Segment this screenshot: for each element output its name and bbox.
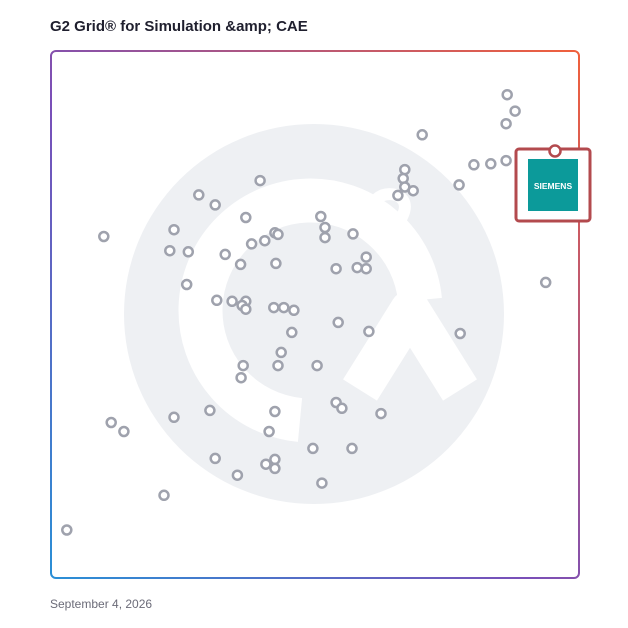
scatter-point-31[interactable] (360, 251, 372, 263)
scatter-point-40[interactable] (226, 295, 238, 308)
scatter-point-35[interactable] (351, 261, 363, 274)
scatter-point-73[interactable] (158, 489, 170, 502)
scatter-point-50[interactable] (454, 327, 466, 340)
scatter-point-25[interactable] (272, 228, 284, 241)
scatter-point-8[interactable] (399, 163, 411, 176)
scatter-point-55[interactable] (235, 371, 247, 384)
scatter-point-67[interactable] (209, 452, 221, 465)
scatter-point-62[interactable] (105, 416, 117, 429)
scatter-point-43[interactable] (240, 303, 252, 315)
scatter-point-16[interactable] (209, 199, 221, 211)
scatter-point-2[interactable] (509, 105, 521, 117)
scatter-point-54[interactable] (311, 359, 323, 372)
scatter-point-6[interactable] (485, 158, 497, 170)
scatter-point-1[interactable] (501, 88, 513, 101)
scatter-point-49[interactable] (363, 325, 375, 338)
scatter-point-14[interactable] (254, 174, 266, 187)
scatter-point-33[interactable] (270, 257, 282, 270)
scatter-point-19[interactable] (319, 221, 331, 234)
data-points (61, 88, 552, 536)
scatter-point-11[interactable] (407, 184, 419, 197)
scatter-point-18[interactable] (315, 210, 327, 223)
scatter-point-61[interactable] (168, 411, 180, 424)
scatter-point-47[interactable] (332, 316, 344, 329)
scatter-point-63[interactable] (118, 425, 130, 438)
scatter-point-66[interactable] (346, 442, 358, 455)
scatter-point-64[interactable] (263, 425, 275, 438)
scatter-point-28[interactable] (164, 244, 176, 257)
scatter-point-45[interactable] (278, 301, 290, 314)
scatter-point-44[interactable] (268, 301, 280, 314)
scatter-point-15[interactable] (193, 189, 205, 201)
scatter-point-38[interactable] (539, 276, 552, 289)
scatter-point-51[interactable] (275, 346, 287, 359)
highlight-point[interactable] (548, 144, 562, 158)
scatter-point-53[interactable] (272, 359, 284, 372)
scatter-point-70[interactable] (269, 462, 281, 475)
scatter-point-27[interactable] (245, 238, 258, 250)
scatter-point-71[interactable] (231, 469, 244, 481)
scatter-point-21[interactable] (347, 228, 359, 240)
scatter-point-17[interactable] (240, 211, 252, 224)
scatter-point-60[interactable] (375, 407, 387, 420)
scatter-point-23[interactable] (98, 230, 110, 243)
scatter-point-46[interactable] (288, 304, 300, 317)
highlighted-vendor[interactable]: SIEMENS (514, 144, 592, 223)
scatter-point-4[interactable] (416, 129, 428, 141)
scatter-point-20[interactable] (319, 231, 331, 244)
page-title: G2 Grid® for Simulation &amp; CAE (50, 18, 308, 35)
report-date: September 4, 2026 (50, 597, 153, 611)
scatter-point-7[interactable] (468, 159, 480, 171)
scatter-point-34[interactable] (330, 262, 342, 275)
scatter-point-22[interactable] (168, 223, 180, 236)
highlight-label: SIEMENS (534, 181, 573, 191)
siemens-logo (528, 159, 578, 211)
scatter-point-59[interactable] (269, 405, 281, 418)
scatter-point-58[interactable] (204, 404, 216, 417)
scatter-point-5[interactable] (500, 154, 512, 167)
scatter-point-65[interactable] (307, 442, 319, 455)
scatter-point-3[interactable] (500, 117, 512, 130)
scatter-point-74[interactable] (61, 524, 73, 536)
scatter-point-26[interactable] (259, 234, 271, 247)
scatter-point-57[interactable] (336, 402, 348, 415)
scatter-point-13[interactable] (392, 189, 404, 202)
scatter-point-30[interactable] (219, 248, 231, 261)
scatter-point-69[interactable] (260, 458, 272, 470)
scatter-point-36[interactable] (360, 262, 372, 275)
scatter-point-37[interactable] (180, 278, 193, 291)
scatter-point-32[interactable] (234, 258, 247, 271)
scatter-point-12[interactable] (453, 179, 465, 191)
scatter-point-52[interactable] (237, 359, 249, 372)
scatter-point-68[interactable] (269, 453, 281, 466)
scatter-point-72[interactable] (316, 477, 328, 489)
scatter-point-39[interactable] (211, 294, 223, 307)
scatter-point-48[interactable] (286, 326, 298, 339)
scatter-point-29[interactable] (182, 246, 195, 258)
